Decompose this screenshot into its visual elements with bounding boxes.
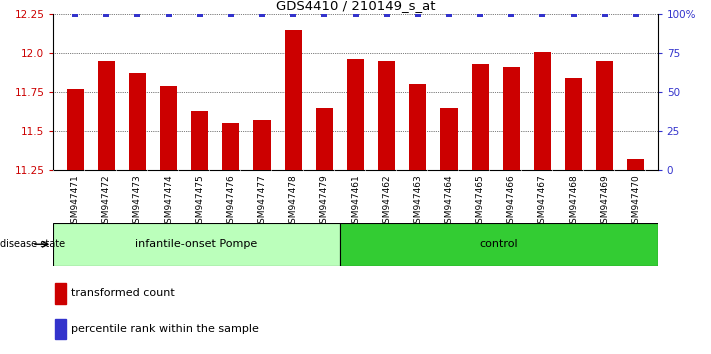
Bar bbox=[129, 73, 146, 170]
Bar bbox=[596, 61, 614, 170]
Bar bbox=[410, 84, 427, 170]
Bar bbox=[97, 61, 115, 170]
Bar bbox=[347, 59, 364, 170]
Text: GSM947464: GSM947464 bbox=[444, 174, 454, 229]
Bar bbox=[316, 108, 333, 170]
Text: GSM947475: GSM947475 bbox=[196, 174, 204, 229]
Text: GSM947472: GSM947472 bbox=[102, 174, 111, 229]
Text: GSM947478: GSM947478 bbox=[289, 174, 298, 229]
Text: GSM947465: GSM947465 bbox=[476, 174, 485, 229]
Text: GSM947463: GSM947463 bbox=[413, 174, 422, 229]
Bar bbox=[160, 86, 177, 170]
Text: GSM947473: GSM947473 bbox=[133, 174, 142, 229]
Text: GSM947469: GSM947469 bbox=[600, 174, 609, 229]
Text: GSM947467: GSM947467 bbox=[538, 174, 547, 229]
Bar bbox=[254, 120, 271, 170]
Bar bbox=[191, 111, 208, 170]
Text: control: control bbox=[479, 239, 518, 249]
Text: GSM947471: GSM947471 bbox=[70, 174, 80, 229]
Text: GSM947461: GSM947461 bbox=[351, 174, 360, 229]
Bar bbox=[440, 108, 457, 170]
Text: disease state: disease state bbox=[0, 239, 65, 249]
Bar bbox=[534, 52, 551, 170]
Text: GSM947477: GSM947477 bbox=[257, 174, 267, 229]
Text: percentile rank within the sample: percentile rank within the sample bbox=[71, 324, 260, 334]
Text: GSM947470: GSM947470 bbox=[631, 174, 641, 229]
Bar bbox=[67, 89, 84, 170]
Title: GDS4410 / 210149_s_at: GDS4410 / 210149_s_at bbox=[276, 0, 435, 12]
Bar bbox=[284, 30, 301, 170]
Text: GSM947468: GSM947468 bbox=[569, 174, 578, 229]
Bar bbox=[53, 223, 340, 266]
Bar bbox=[503, 67, 520, 170]
Bar bbox=[340, 223, 658, 266]
Text: GSM947462: GSM947462 bbox=[382, 174, 391, 229]
Bar bbox=[223, 123, 240, 170]
Text: transformed count: transformed count bbox=[71, 289, 175, 298]
Bar bbox=[55, 319, 66, 339]
Text: infantile-onset Pompe: infantile-onset Pompe bbox=[135, 239, 257, 249]
Text: GSM947474: GSM947474 bbox=[164, 174, 173, 229]
Text: GSM947479: GSM947479 bbox=[320, 174, 329, 229]
Bar bbox=[565, 78, 582, 170]
Text: GSM947476: GSM947476 bbox=[226, 174, 235, 229]
Bar bbox=[471, 64, 488, 170]
Bar bbox=[627, 159, 644, 170]
Bar bbox=[378, 61, 395, 170]
Text: GSM947466: GSM947466 bbox=[507, 174, 515, 229]
Bar bbox=[55, 283, 66, 304]
